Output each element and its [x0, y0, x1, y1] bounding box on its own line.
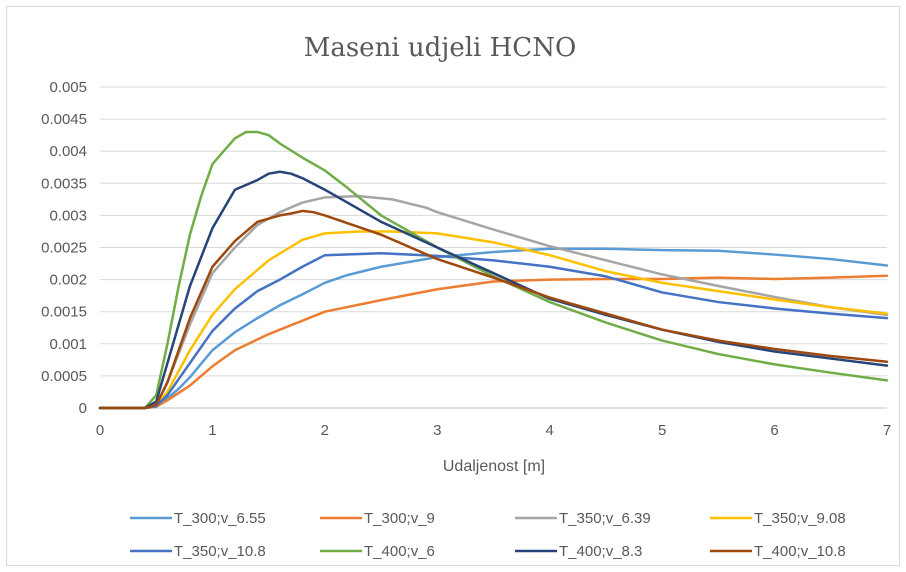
y-tick-label: 0.005	[49, 79, 87, 96]
series-line-7	[98, 209, 889, 410]
gridlines	[100, 86, 887, 377]
x-tick-label: 6	[770, 422, 778, 439]
y-tick-label: 0.0005	[41, 368, 87, 385]
legend-label: T_400;v_8.3	[559, 543, 642, 560]
legend-label: T_300;v_9	[364, 510, 435, 527]
legend: T_300;v_6.55 T_300;v_9 T_350;v_6.39 T_350;v…	[130, 510, 846, 560]
y-tick-label: 0.0045	[41, 111, 87, 128]
legend-label: T_350;v_10.8	[174, 543, 266, 560]
x-tick-label: 0	[96, 422, 104, 439]
x-tick-label: 1	[208, 422, 216, 439]
legend-label: T_300;v_6.55	[174, 510, 266, 527]
y-tick-label: 0.0035	[41, 175, 87, 192]
legend-label: T_400;v_10.8	[754, 543, 846, 560]
series-line-3	[98, 230, 889, 410]
series-line-4	[98, 252, 889, 410]
series-line-1	[98, 274, 889, 410]
x-tick-label: 5	[658, 422, 666, 439]
chart-frame: Maseni udjeli HCNO 0 0.0005 0.001 0.0015 0.0…	[6, 6, 900, 566]
series-line-0	[98, 247, 889, 410]
legend-label: T_350;v_6.39	[559, 510, 651, 527]
series-line-5	[98, 130, 889, 410]
series-lines	[98, 130, 889, 410]
x-tick-label: 7	[883, 422, 891, 439]
y-tick-label: 0.003	[49, 207, 87, 224]
x-tick-label: 3	[433, 422, 441, 439]
chart-title: Maseni udjeli HCNO	[304, 33, 577, 63]
legend-label: T_400;v_6	[364, 543, 435, 560]
y-tick-label: 0.004	[49, 143, 87, 160]
y-tick-label: 0.0015	[41, 304, 87, 321]
series-line-6	[98, 170, 889, 410]
x-axis-label: Udaljenost [m]	[443, 458, 545, 475]
line-chart: Maseni udjeli HCNO 0 0.0005 0.001 0.0015 0.0…	[41, 33, 891, 560]
x-tick-label: 2	[321, 422, 329, 439]
x-tick-label: 4	[546, 422, 554, 439]
legend-label: T_350;v_9.08	[754, 510, 846, 527]
y-tick-label: 0.0025	[41, 240, 87, 257]
y-tick-label: 0	[79, 400, 87, 417]
axes: 0 0.0005 0.001 0.0015 0.002 0.0025 0.003 0.0035…	[41, 79, 891, 439]
y-tick-label: 0.002	[49, 272, 87, 289]
y-tick-label: 0.001	[49, 336, 87, 353]
